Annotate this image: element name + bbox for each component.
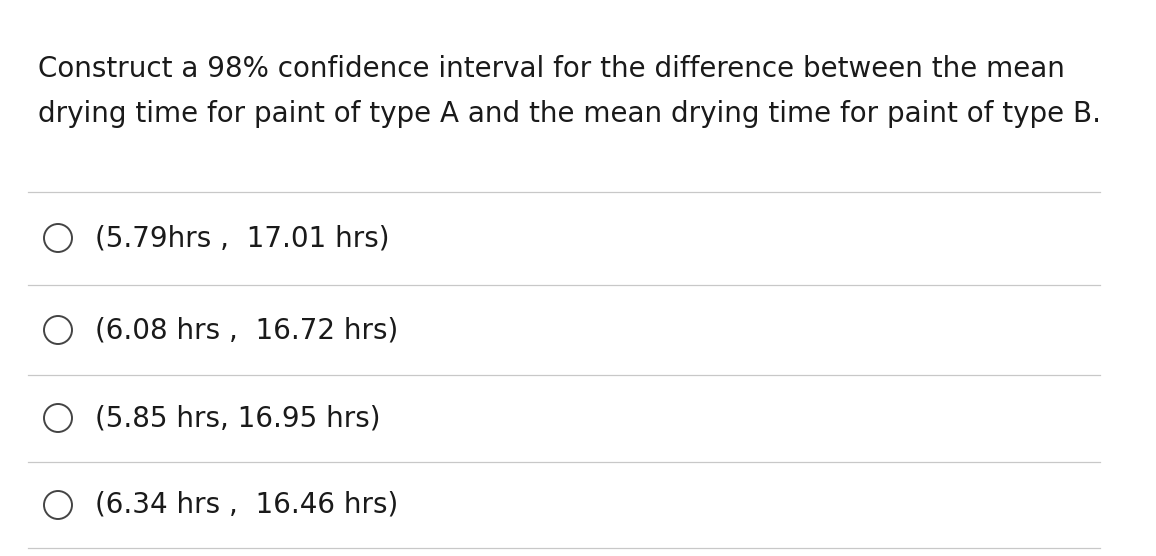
Text: (6.08 hrs ,  16.72 hrs): (6.08 hrs , 16.72 hrs) [95,316,399,344]
Text: drying time for paint of type A and the mean drying time for paint of type B.: drying time for paint of type A and the … [38,100,1101,128]
Text: (5.85 hrs, 16.95 hrs): (5.85 hrs, 16.95 hrs) [95,404,380,432]
Text: Construct a 98% confidence interval for the difference between the mean: Construct a 98% confidence interval for … [38,55,1065,83]
Text: (5.79hrs ,  17.01 hrs): (5.79hrs , 17.01 hrs) [95,224,390,252]
Text: (6.34 hrs ,  16.46 hrs): (6.34 hrs , 16.46 hrs) [95,491,399,519]
